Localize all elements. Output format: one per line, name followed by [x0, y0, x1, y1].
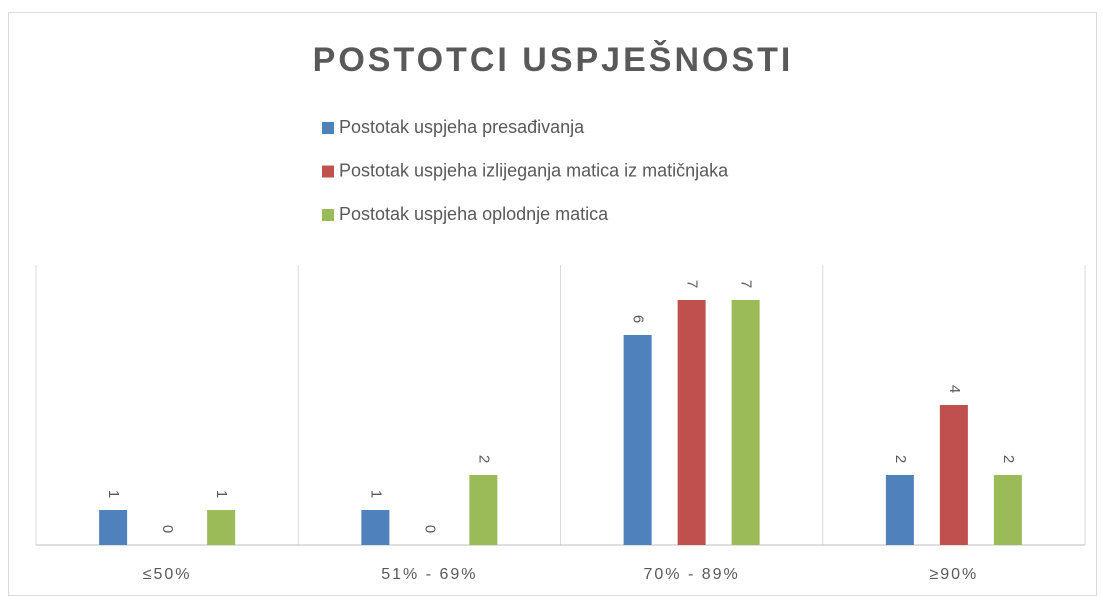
bar [469, 475, 498, 545]
x-tick-label: ≤50% [143, 566, 192, 583]
legend-label: Postotak uspjeha presađivanja [339, 117, 585, 137]
x-tick-label: ≥90% [929, 566, 978, 583]
data-label: 1 [367, 490, 384, 498]
data-label: 7 [738, 280, 755, 288]
legend-swatch [322, 122, 334, 134]
data-label: 6 [630, 315, 647, 323]
bar [99, 510, 128, 545]
bar [623, 335, 652, 545]
data-label: 2 [1000, 455, 1017, 463]
legend-swatch [322, 165, 334, 178]
data-label: 0 [421, 525, 438, 533]
bar [677, 300, 706, 545]
bar [361, 510, 390, 545]
data-label: 1 [105, 490, 122, 498]
bar [207, 510, 236, 545]
bar [731, 300, 760, 545]
legend-label: Postotak uspjeha izlijeganja matica iz m… [339, 160, 729, 180]
data-label: 1 [213, 490, 230, 498]
x-tick-label: 70% - 89% [643, 566, 739, 583]
data-label: 2 [475, 455, 492, 463]
bar [885, 475, 914, 545]
bar [939, 405, 968, 545]
x-tick-label: 51% - 69% [381, 566, 477, 583]
data-label: 2 [892, 455, 909, 463]
chart-title: POSTOTCI USPJEŠNOSTI [313, 40, 794, 79]
bar [993, 475, 1022, 545]
data-label: 0 [159, 525, 176, 533]
data-label: 7 [684, 280, 701, 288]
data-label: 4 [946, 385, 963, 393]
chart-frame [8, 12, 1097, 596]
legend-swatch [322, 209, 334, 221]
legend-label: Postotak uspjeha oplodnje matica [339, 204, 609, 224]
